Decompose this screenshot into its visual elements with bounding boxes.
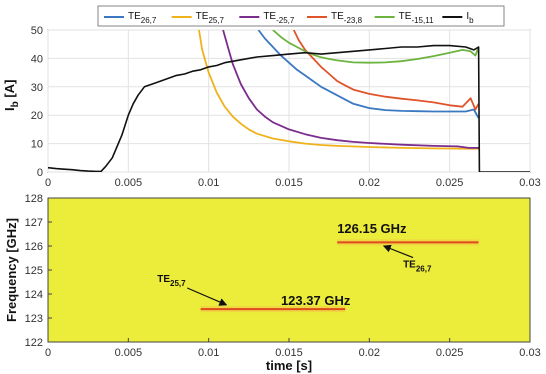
top-y-tick-label: 20 — [31, 110, 43, 122]
legend-label: TE25,7 — [196, 11, 225, 25]
series-line-te-26-7 — [257, 30, 480, 119]
legend-label: TE-25,7 — [263, 11, 295, 25]
bottom-x-ticks: 0 0.005 0.01 0.015 0.02 0.025 0.03 — [45, 338, 541, 359]
series-line-te-25-7 — [198, 30, 479, 150]
spectrogram-panel: 0 0.005 0.01 0.015 0.02 0.025 0.03 12212312412… — [4, 193, 541, 373]
annotation-arrow — [382, 244, 414, 259]
top-y-ticks: 0 10 20 30 40 50 — [31, 25, 43, 179]
legend-entry: TE26,7 — [104, 11, 157, 25]
legend-entry: Ib — [442, 11, 474, 25]
bottom-x-tick-label: 0.03 — [519, 347, 540, 359]
legend-entry: TE-25,7 — [239, 11, 295, 25]
legend: TE26,7 TE25,7 TE-25,7 TE-23,8 TE-15,11 Ib — [97, 5, 505, 27]
ylabel-rest: [A] — [2, 80, 17, 102]
mode-annotation-sub: 25,7 — [170, 279, 186, 288]
legend-label-sub: -23,8 — [344, 16, 363, 25]
bottom-y-tick-label: 124 — [25, 289, 43, 301]
bottom-x-tick-label: 0.015 — [275, 347, 303, 359]
ylabel-sub: b — [10, 101, 21, 107]
legend-label-sub: -25,7 — [276, 16, 295, 25]
legend-label: TE26,7 — [128, 11, 157, 25]
top-x-tick-label: 0.015 — [275, 177, 303, 189]
bottom-x-tick-label: 0.005 — [115, 347, 143, 359]
top-series-lines — [48, 30, 530, 172]
legend-entry: TE-23,8 — [307, 11, 363, 25]
annotation-arrow — [187, 287, 228, 306]
top-x-tick-label: 0.025 — [436, 177, 464, 189]
mode-annotation-sub: 26,7 — [416, 265, 432, 274]
bottom-y-tick-label: 126 — [25, 241, 43, 253]
top-y-tick-label: 10 — [31, 139, 43, 151]
legend-label: TE-23,8 — [331, 11, 363, 25]
legend-label-base: TE — [196, 11, 209, 22]
bottom-y-tick-label: 122 — [25, 337, 43, 349]
legend-label-sub: b — [469, 16, 474, 25]
legend-entry: TE-15,11 — [374, 11, 434, 25]
bottom-x-tick-label: 0.025 — [436, 347, 464, 359]
frequency-annotation: 123.37 GHz — [281, 293, 351, 308]
top-x-tick-label: 0.03 — [519, 177, 540, 189]
top-y-tick-label: 30 — [31, 82, 43, 94]
top-x-tick-label: 0 — [45, 177, 51, 189]
bottom-y-tick-label: 123 — [25, 313, 43, 325]
legend-label-sub: 26,7 — [141, 16, 157, 25]
ylabel-base: I — [2, 107, 17, 111]
legend-label-base: I — [466, 11, 469, 22]
bottom-y-tick-label: 125 — [25, 265, 43, 277]
bottom-y-tick-label: 128 — [25, 193, 43, 205]
legend-label-base: TE — [331, 11, 344, 22]
spectrogram-background — [48, 198, 530, 342]
bottom-x-axis-label: time [s] — [266, 358, 312, 373]
top-x-tick-label: 0.02 — [359, 177, 380, 189]
bottom-y-ticks: 122 123 124 125 126 127 128 — [25, 193, 52, 349]
spectrogram-lines — [200, 239, 479, 313]
mode-annotation-base: TE — [157, 274, 170, 285]
legend-label-sub: 25,7 — [208, 16, 224, 25]
top-y-axis-label: Ib [A] — [2, 80, 21, 111]
legend-label-base: TE — [263, 11, 276, 22]
top-y-tick-label: 50 — [31, 25, 43, 37]
current-panel: 0 0.005 0.01 0.015 0.02 0.025 0.03 0 10 20 30 40 50… — [2, 5, 541, 189]
series-line-i-b — [48, 44, 530, 172]
bottom-y-tick-label: 127 — [25, 217, 43, 229]
frequency-annotation: 126.15 GHz — [337, 221, 407, 236]
mode-annotation-base: TE — [403, 260, 416, 271]
legend-label-sub: -15,11 — [411, 16, 434, 25]
bottom-x-tick-label: 0.02 — [359, 347, 380, 359]
series-line-te-25-7 — [222, 30, 479, 149]
top-x-tick-label: 0.01 — [198, 177, 219, 189]
bottom-x-tick-label: 0.01 — [198, 347, 219, 359]
bottom-x-tick-label: 0 — [45, 347, 51, 359]
mode-annotation: TE25,7 — [157, 274, 186, 288]
legend-label: TE-15,11 — [399, 11, 434, 25]
mode-annotation: TE26,7 — [403, 260, 432, 274]
top-x-ticks: 0 0.005 0.01 0.015 0.02 0.025 0.03 — [45, 177, 541, 189]
top-y-tick-label: 0 — [37, 167, 43, 179]
legend-label: Ib — [466, 11, 474, 25]
series-line-te-15-11 — [272, 30, 480, 64]
legend-label-base: TE — [399, 11, 412, 22]
top-x-tick-label: 0.005 — [115, 177, 143, 189]
series-line-te-23-8 — [292, 30, 480, 111]
legend-label-base: TE — [128, 11, 141, 22]
legend-box — [97, 5, 505, 27]
top-y-tick-label: 40 — [31, 53, 43, 65]
bottom-y-axis-label: Frequency [GHz] — [4, 218, 19, 322]
legend-entry: TE25,7 — [171, 11, 225, 25]
